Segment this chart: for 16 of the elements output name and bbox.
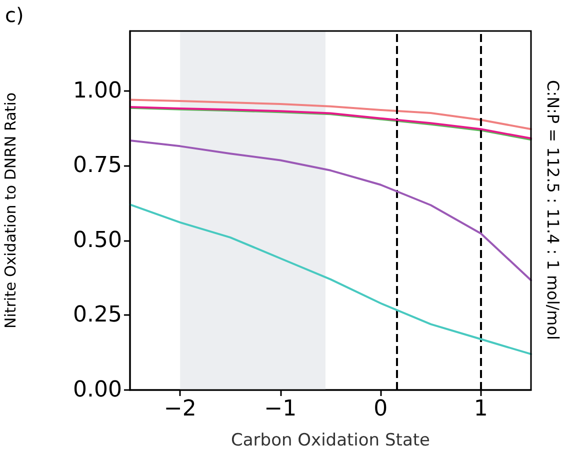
y-tick-label: 0.25 <box>73 302 122 328</box>
y-tick-label: 0.50 <box>73 228 122 253</box>
x-tick-label: 0 <box>374 396 388 422</box>
x-tick-label: 1 <box>474 396 488 422</box>
x-axis-title: Carbon Oxidation State <box>231 430 430 450</box>
y-tick-label: 0.75 <box>73 153 122 178</box>
chart-title: c) <box>5 3 24 27</box>
y-axis-title: Nitrite Oxidation to DNRN Ratio <box>2 92 20 329</box>
x-tick-label: −1 <box>264 396 297 422</box>
line-series <box>129 98 532 130</box>
y-tick-label: 0.00 <box>73 378 122 402</box>
text: C:N:P = 112.5 : 11.4 : 1 mol/mol <box>544 80 562 340</box>
line-series <box>129 204 532 356</box>
line-series <box>129 139 532 282</box>
y-tick-label: 1.00 <box>73 78 122 104</box>
x-tick-label: −2 <box>164 396 196 422</box>
